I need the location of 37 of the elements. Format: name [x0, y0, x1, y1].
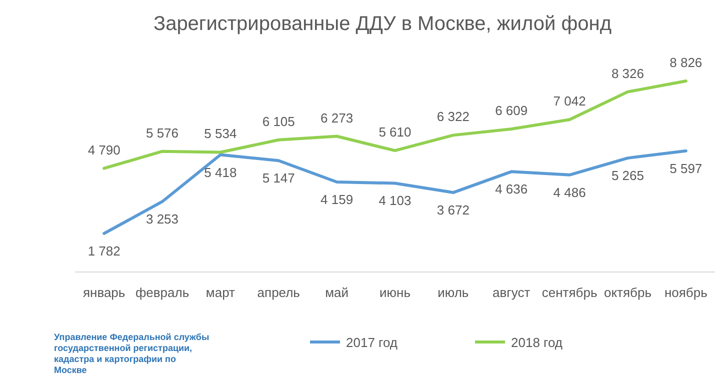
x-tick-label: январь: [82, 285, 126, 300]
data-label: 4 790: [88, 142, 120, 158]
data-label: 8 826: [670, 55, 702, 70]
data-label: 6 105: [262, 114, 295, 129]
x-tick-label: октябрь: [604, 285, 652, 300]
data-label: 3 253: [146, 212, 179, 227]
data-label: 4 103: [378, 193, 412, 208]
data-label: 8 326: [611, 66, 644, 81]
data-label: 4 636: [495, 182, 528, 197]
x-tick-label: май: [325, 285, 349, 300]
data-label: 5 418: [204, 164, 237, 180]
x-tick-label: июль: [438, 285, 469, 300]
x-tick-label: март: [206, 285, 236, 300]
data-label: 5 597: [670, 160, 702, 176]
data-label: 1 782: [88, 243, 120, 258]
x-tick-label: ноябрь: [664, 285, 708, 300]
x-tick-label: июнь: [380, 285, 411, 300]
data-label: 6 322: [436, 109, 470, 124]
data-label: 7 042: [553, 94, 586, 109]
legend-label: 2018 год: [511, 335, 563, 350]
legend-label: 2017 год: [346, 335, 398, 350]
data-label: 5 576: [146, 125, 179, 140]
x-tick-label: сентябрь: [542, 285, 598, 300]
data-label: 4 159: [320, 192, 354, 207]
x-tick-label: апрель: [257, 285, 300, 300]
text: Управление Федеральной службы государственной регистрации, кадастра и картографии по Москве: [54, 332, 210, 375]
chart-title: Зарегистрированные ДДУ в Москве, жилой фонд: [153, 13, 612, 35]
data-label: 5 534: [204, 126, 237, 142]
x-tick-label: февраль: [135, 285, 190, 300]
data-label: 6 273: [320, 110, 354, 126]
data-label: 3 672: [436, 202, 470, 218]
data-label: 5 610: [378, 124, 412, 140]
data-label: 5 147: [262, 170, 295, 186]
data-label: 4 486: [553, 184, 586, 200]
data-label: 6 609: [495, 102, 528, 118]
data-label: 5 265: [611, 168, 644, 184]
x-tick-label: август: [492, 285, 530, 300]
